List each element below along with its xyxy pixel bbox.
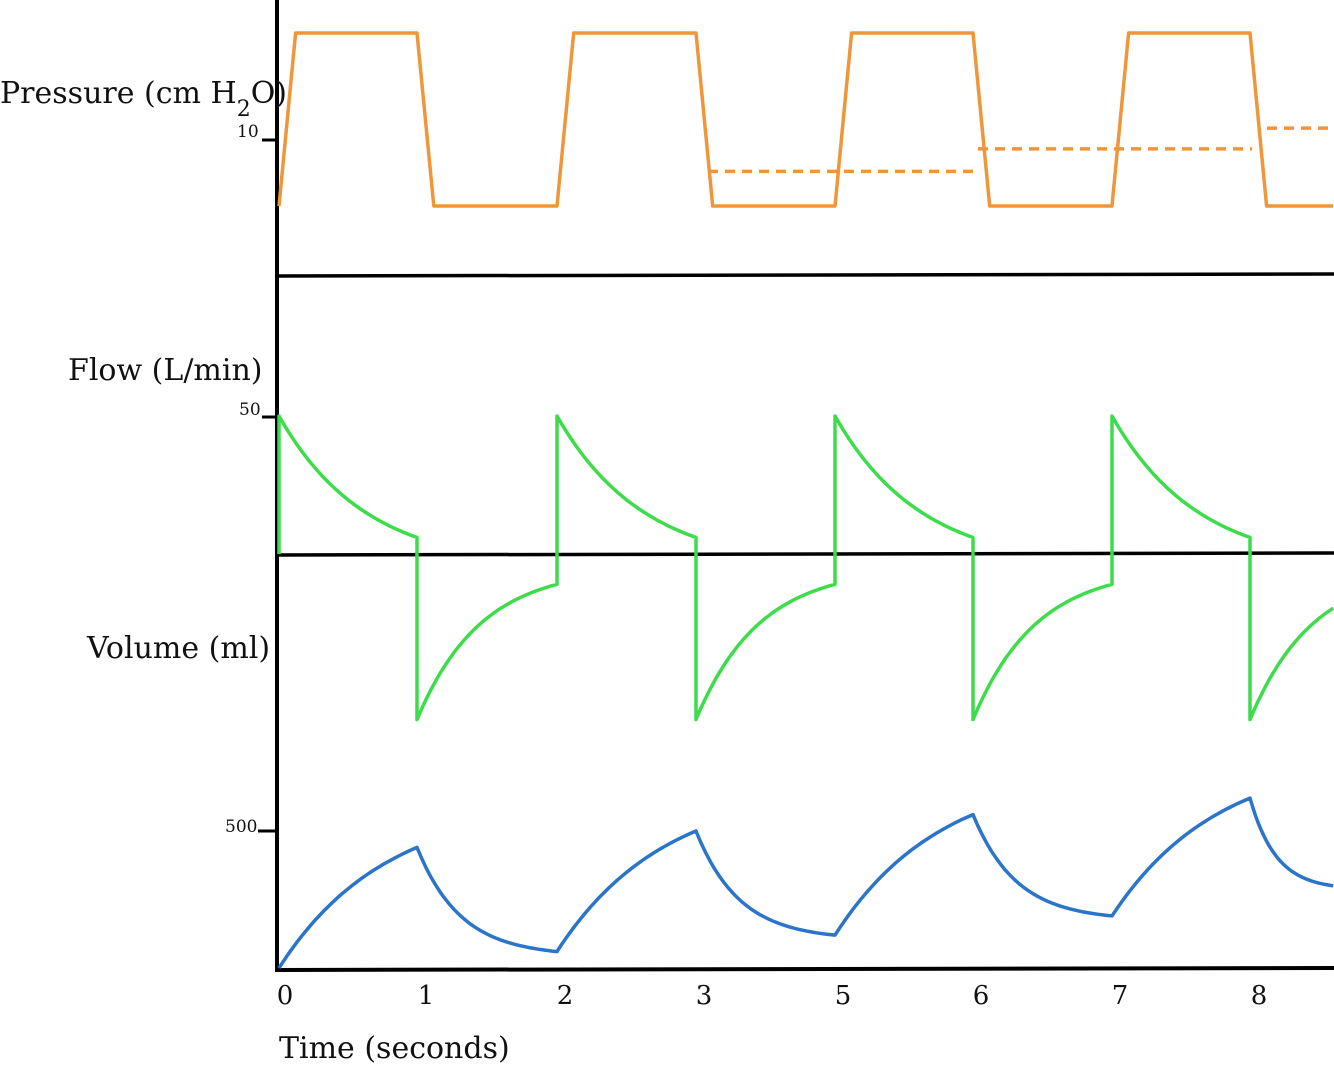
volume-line <box>277 796 1334 969</box>
x-tick-labels: 0 1 2 3 5 6 7 8 <box>277 981 1268 1011</box>
x-tick-label: 2 <box>557 981 574 1011</box>
pressure-tick-label: 10 <box>237 122 259 142</box>
x-tick-label: 3 <box>696 981 713 1011</box>
x-axis-line <box>276 966 1334 972</box>
x-tick-label: 1 <box>418 981 435 1011</box>
pressure-panel-divider <box>276 272 1334 278</box>
series-layer <box>277 31 1334 969</box>
x-tick-label: 5 <box>835 981 852 1011</box>
x-axis-title: Time (seconds) <box>279 1031 510 1066</box>
pressure-panel-label: Pressure (cm H2O) <box>0 76 287 122</box>
flow-zero-line <box>276 551 1334 557</box>
flow-panel-label: Flow (L/min) <box>68 353 263 388</box>
x-tick-label: 7 <box>1112 981 1129 1011</box>
flow-line <box>277 414 1334 722</box>
flow-tick-label: 50 <box>239 400 261 420</box>
volume-panel-label: Volume (ml) <box>86 631 270 666</box>
volume-tick-label: 500 <box>225 817 257 837</box>
x-tick-label: 0 <box>277 981 294 1011</box>
x-tick-label: 8 <box>1251 981 1268 1011</box>
x-tick-label: 6 <box>973 981 990 1011</box>
pressure-line <box>277 31 1334 208</box>
